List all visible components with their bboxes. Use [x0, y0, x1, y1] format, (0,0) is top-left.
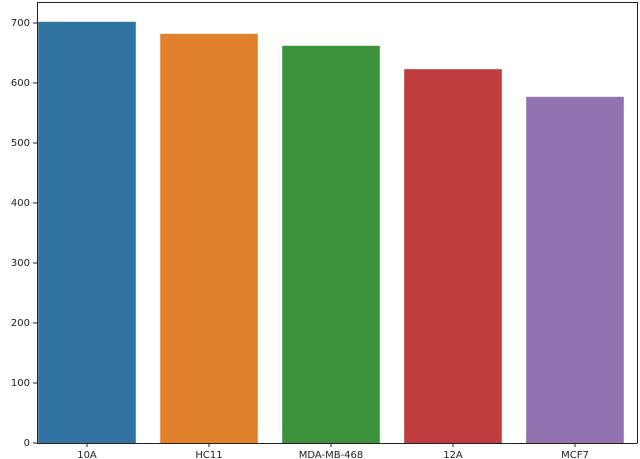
y-tick-label: 700: [11, 18, 30, 29]
bar: [526, 96, 624, 444]
y-tick-label: 400: [11, 198, 30, 209]
y-tick-label: 600: [11, 78, 30, 89]
bar: [160, 33, 258, 444]
x-tick-label: 12A: [443, 450, 463, 459]
x-tick-label: 10A: [77, 450, 97, 459]
y-tick-label: 200: [11, 318, 30, 329]
bar: [38, 21, 136, 444]
x-tick-label: MDA-MB-468: [299, 450, 364, 459]
x-tick-label: HC11: [195, 450, 222, 459]
y-tick-label: 100: [11, 378, 30, 389]
y-tick-label: 0: [24, 438, 30, 449]
bar: [404, 69, 502, 443]
y-tick-label: 300: [11, 258, 30, 269]
y-tick-label: 500: [11, 138, 30, 149]
x-tick-label: MCF7: [561, 450, 589, 459]
bar: [282, 45, 380, 444]
